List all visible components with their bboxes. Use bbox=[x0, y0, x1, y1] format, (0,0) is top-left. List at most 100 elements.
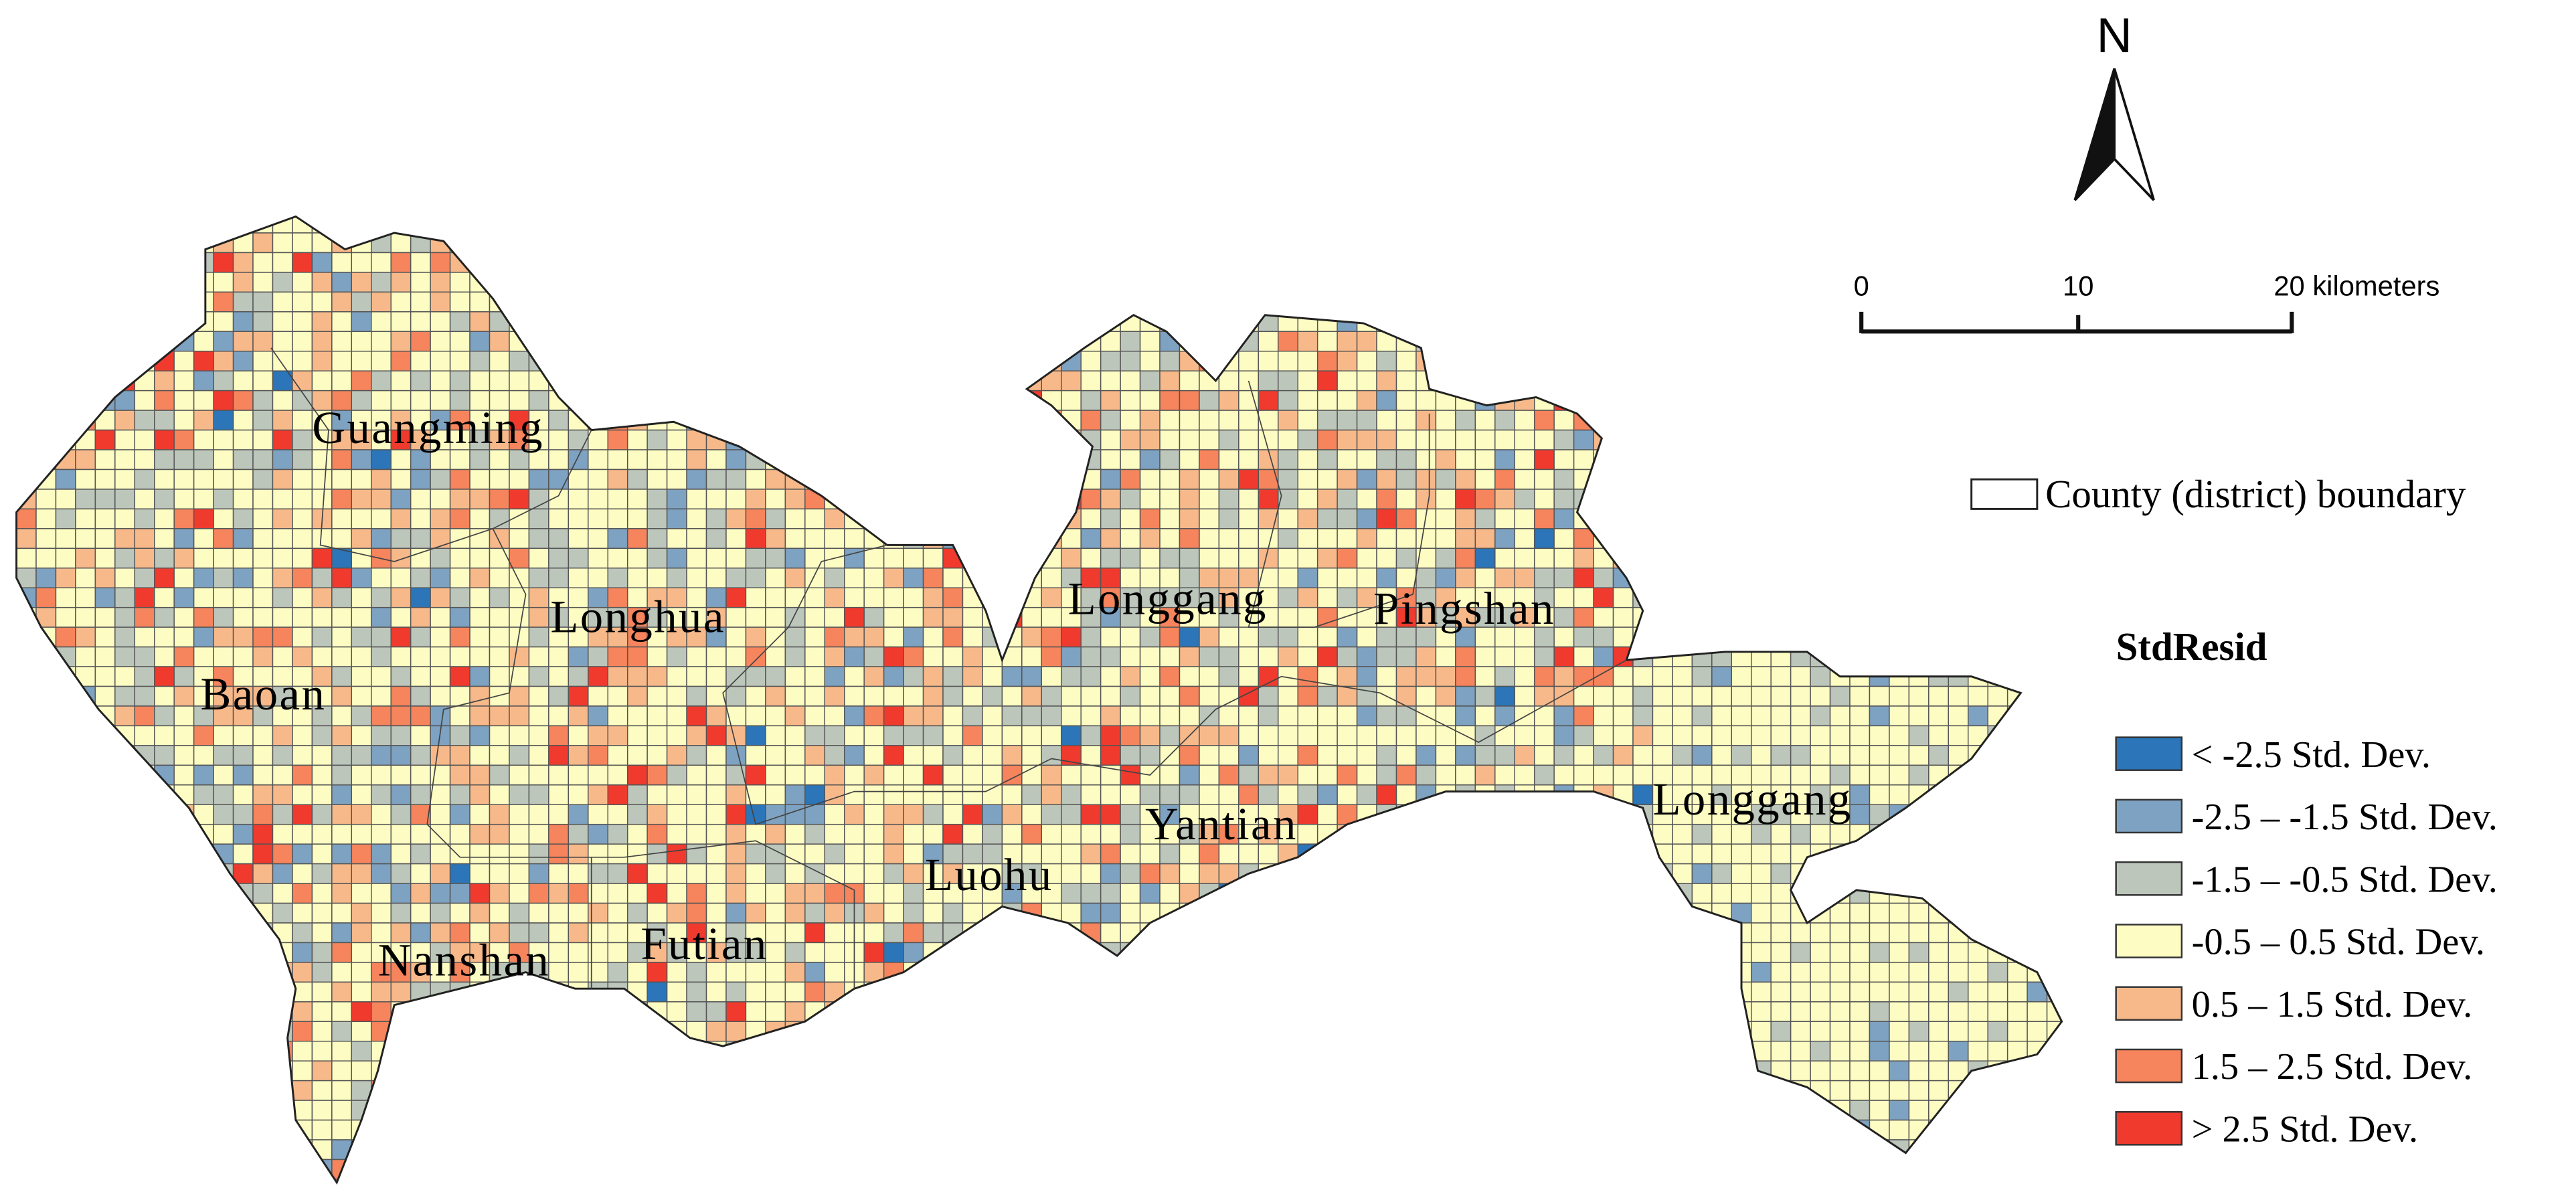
grid-cell bbox=[725, 547, 747, 569]
grid-cell bbox=[331, 331, 353, 352]
grid-cell bbox=[528, 528, 549, 549]
grid-cell bbox=[863, 922, 885, 944]
grid-cell bbox=[843, 843, 865, 865]
grid-cell bbox=[1001, 1040, 1023, 1061]
grid-cell bbox=[16, 843, 37, 865]
grid-cell bbox=[1337, 606, 1358, 628]
grid-cell bbox=[1494, 1001, 1515, 1023]
grid-cell bbox=[1593, 1159, 1614, 1180]
grid-cell bbox=[173, 666, 195, 687]
grid-cell bbox=[942, 1119, 964, 1140]
grid-cell bbox=[922, 508, 944, 529]
grid-cell bbox=[1889, 469, 1910, 490]
grid-cell bbox=[1711, 390, 1733, 411]
grid-cell bbox=[1337, 666, 1358, 687]
grid-cell bbox=[16, 311, 37, 333]
grid-cell bbox=[16, 902, 37, 924]
grid-cell bbox=[1711, 489, 1733, 510]
grid-cell bbox=[232, 1100, 254, 1121]
grid-cell bbox=[430, 489, 451, 510]
grid-cell bbox=[1869, 685, 1890, 707]
grid-cell bbox=[213, 331, 234, 352]
grid-cell bbox=[371, 587, 392, 608]
grid-cell bbox=[1573, 606, 1594, 628]
grid-cell bbox=[1790, 508, 1811, 529]
grid-cell bbox=[1553, 922, 1575, 944]
grid-cell bbox=[1297, 745, 1318, 766]
grid-cell bbox=[173, 216, 195, 234]
grid-cell bbox=[16, 1040, 37, 1061]
grid-cell bbox=[1908, 216, 1929, 234]
grid-cell bbox=[784, 863, 806, 884]
grid-cell bbox=[528, 587, 549, 608]
grid-cell bbox=[804, 1159, 826, 1180]
grid-cell bbox=[410, 508, 431, 529]
grid-cell bbox=[548, 1139, 570, 1161]
grid-cell bbox=[509, 528, 530, 549]
grid-cell bbox=[1968, 764, 1988, 786]
grid-cell bbox=[1908, 410, 1929, 431]
grid-cell bbox=[883, 666, 904, 687]
grid-cell bbox=[509, 587, 530, 608]
grid-cell bbox=[588, 666, 608, 687]
grid-cell bbox=[1100, 489, 1121, 510]
grid-cell bbox=[94, 1040, 116, 1061]
grid-cell bbox=[35, 725, 57, 746]
grid-cell bbox=[55, 311, 76, 333]
grid-cell bbox=[1218, 745, 1239, 766]
grid-cell bbox=[1435, 646, 1456, 667]
grid-cell bbox=[588, 547, 608, 569]
grid-cell bbox=[1337, 252, 1358, 273]
grid-cell bbox=[1790, 429, 1811, 450]
grid-cell bbox=[1494, 568, 1515, 588]
grid-cell bbox=[311, 272, 333, 293]
grid-cell bbox=[94, 547, 116, 569]
grid-cell bbox=[1356, 449, 1377, 471]
grid-cell bbox=[1790, 725, 1811, 746]
grid-cell bbox=[1218, 1021, 1239, 1042]
grid-cell bbox=[1494, 449, 1515, 471]
grid-cell bbox=[1021, 528, 1043, 549]
grid-cell bbox=[1278, 942, 1298, 963]
grid-cell bbox=[1810, 291, 1831, 313]
grid-cell bbox=[804, 528, 826, 549]
grid-cell bbox=[1928, 1060, 1950, 1082]
grid-cell bbox=[469, 784, 491, 805]
grid-cell bbox=[804, 272, 826, 293]
grid-cell bbox=[1869, 843, 1890, 865]
grid-cell bbox=[489, 606, 510, 628]
grid-cell bbox=[1455, 745, 1476, 766]
grid-cell bbox=[1494, 942, 1515, 963]
grid-cell bbox=[292, 429, 313, 450]
grid-cell bbox=[883, 843, 904, 865]
grid-cell bbox=[173, 843, 195, 865]
grid-cell bbox=[1080, 666, 1102, 687]
grid-cell bbox=[903, 784, 924, 805]
grid-cell bbox=[1199, 449, 1220, 471]
grid-cell bbox=[843, 449, 865, 471]
grid-cell bbox=[647, 745, 668, 766]
grid-cell bbox=[469, 863, 491, 884]
grid-cell bbox=[1080, 272, 1102, 293]
grid-cell bbox=[232, 823, 254, 845]
grid-cell bbox=[35, 1100, 57, 1121]
grid-cell bbox=[1948, 291, 1969, 313]
grid-cell bbox=[863, 804, 885, 825]
grid-cell bbox=[1533, 685, 1555, 707]
grid-cell bbox=[1455, 666, 1476, 687]
grid-cell bbox=[1612, 626, 1634, 648]
grid-cell bbox=[1731, 410, 1752, 431]
grid-cell bbox=[1395, 666, 1417, 687]
grid-cell bbox=[1238, 232, 1260, 254]
grid-cell bbox=[331, 981, 353, 1003]
grid-cell bbox=[1278, 981, 1298, 1003]
grid-cell bbox=[193, 311, 214, 333]
grid-cell bbox=[686, 1080, 707, 1101]
grid-cell bbox=[154, 883, 175, 904]
grid-cell bbox=[1573, 429, 1594, 450]
grid-cell bbox=[252, 410, 274, 431]
grid-cell bbox=[1770, 331, 1792, 352]
grid-cell bbox=[1750, 1080, 1772, 1101]
grid-cell bbox=[16, 291, 37, 313]
grid-cell bbox=[1533, 232, 1555, 254]
